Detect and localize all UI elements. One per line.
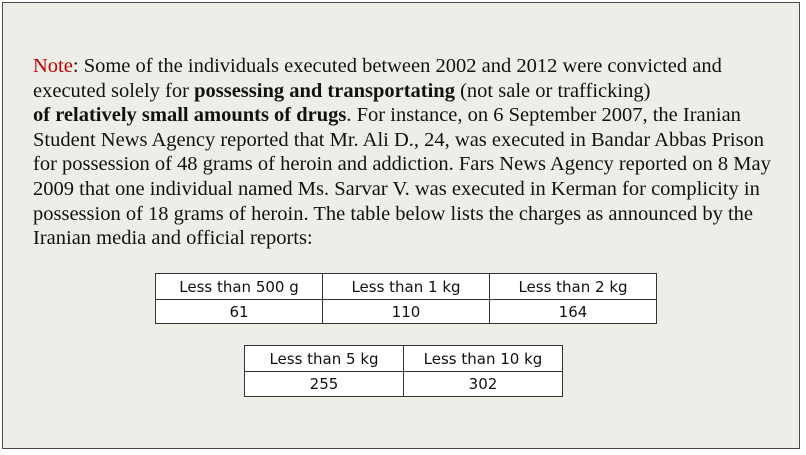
note-bold-1: possessing and transportating (194, 79, 455, 102)
table-row: 255 302 (244, 371, 563, 397)
table-value-cell: 164 (489, 299, 657, 324)
table-header-cell: Less than 2 kg (489, 273, 657, 300)
table-header-cell: Less than 10 kg (403, 345, 563, 372)
charges-table-1: Less than 500 g Less than 1 kg Less than… (155, 273, 657, 324)
table-header-row: Less than 5 kg Less than 10 kg (244, 345, 563, 372)
note-label: Note (33, 55, 73, 77)
note-text-3: . For instance, on 6 September 2007, the… (33, 104, 771, 250)
note-bold-2: of relatively small amounts of drugs (33, 104, 347, 127)
note-separator: : (72, 55, 84, 77)
table-row: 61 110 164 (155, 299, 657, 324)
note-text-2: (not sale or trafficking) (454, 79, 651, 102)
table-value-cell: 110 (322, 299, 490, 324)
table-value-cell: 302 (403, 371, 563, 397)
table-value-cell: 61 (155, 299, 323, 324)
table-header-cell: Less than 500 g (155, 273, 323, 300)
document-frame: Note: Some of the individuals executed b… (2, 2, 800, 449)
charges-table-2: Less than 5 kg Less than 10 kg 255 302 (244, 345, 563, 397)
table-header-cell: Less than 5 kg (244, 345, 404, 372)
note-paragraph: Note: Some of the individuals executed b… (33, 54, 778, 251)
note-text-1: Some of the individuals executed between… (33, 55, 722, 102)
table-header-cell: Less than 1 kg (322, 273, 490, 300)
table-header-row: Less than 500 g Less than 1 kg Less than… (155, 273, 657, 300)
table-value-cell: 255 (244, 371, 404, 397)
